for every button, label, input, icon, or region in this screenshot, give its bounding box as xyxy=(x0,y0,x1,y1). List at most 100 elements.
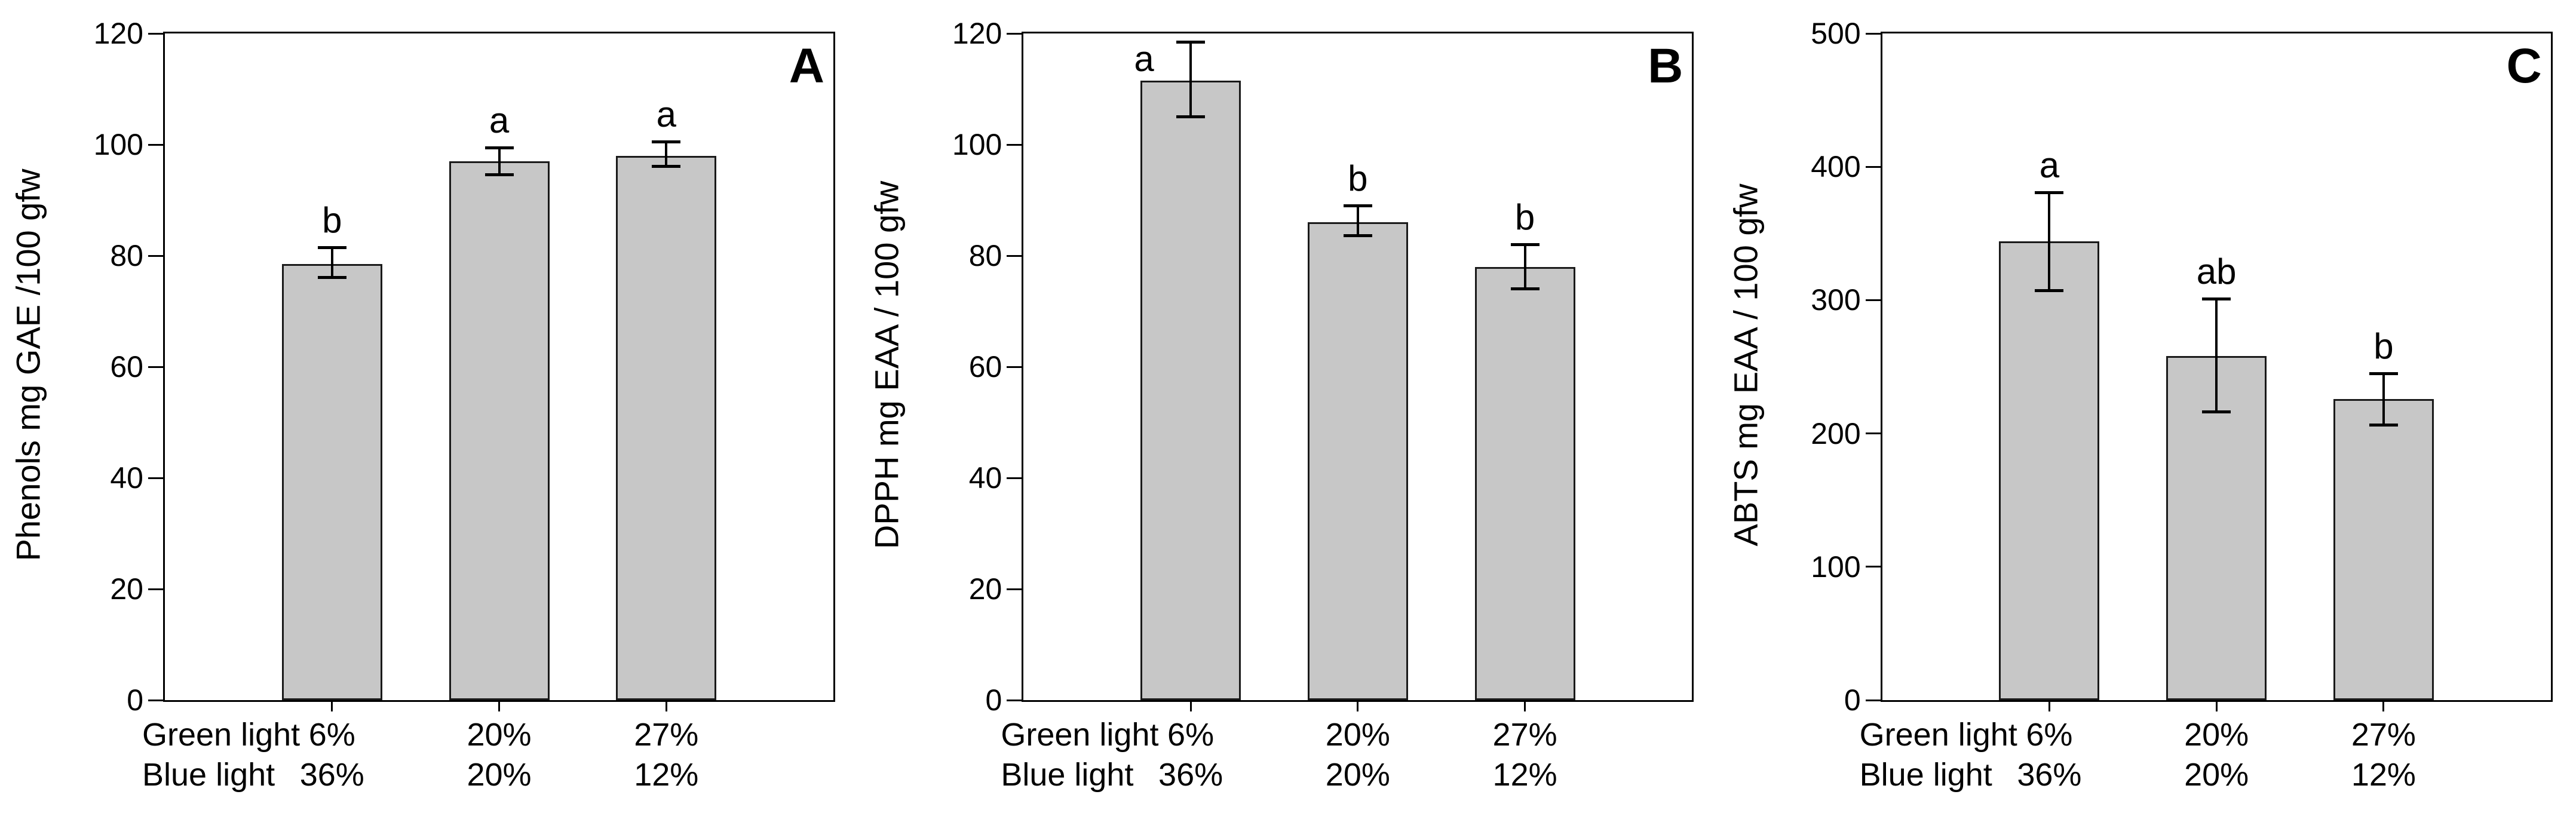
x-axis-tick xyxy=(1189,702,1192,711)
significance-letter: b xyxy=(2373,326,2394,367)
x-axis-category-value: 27% xyxy=(1492,717,1557,753)
panel-C: ABTS mg EAA / 100 gfw 0 100 200 300 400 500 a ab… xyxy=(1718,0,2576,816)
x-axis-category-value: 6% xyxy=(308,717,355,753)
error-bar-bottom-cap xyxy=(652,165,681,168)
significance-letter: a xyxy=(656,94,676,135)
error-bar-bottom-cap xyxy=(1510,287,1540,290)
x-axis-row-label: Blue light xyxy=(1001,757,1134,793)
y-axis-tick-label: 120 xyxy=(952,17,1002,50)
error-bar-top-cap xyxy=(1176,40,1206,44)
error-bar-stem xyxy=(1189,41,1192,117)
y-axis-tick-label: 80 xyxy=(968,239,1002,272)
bar xyxy=(1307,222,1408,700)
panel-B: DPPH mg EAA / 100 gfw 0 20 40 60 80 100 120 a b b G… xyxy=(858,0,1717,816)
y-axis-tick xyxy=(148,32,163,35)
y-axis-tick-label: 60 xyxy=(110,350,143,384)
x-axis-row-label: Blue light xyxy=(142,757,275,793)
significance-letter: b xyxy=(322,200,342,241)
x-axis-row-label: Blue light xyxy=(1859,757,1992,793)
error-bar-top-cap xyxy=(2202,297,2231,301)
y-axis-tick xyxy=(1865,32,1881,35)
y-axis-tick-label: 100 xyxy=(952,128,1002,161)
x-axis-tick xyxy=(665,702,667,711)
y-axis-tick xyxy=(148,477,163,479)
y-axis-label: ABTS mg EAA / 100 gfw xyxy=(1726,183,1765,547)
y-axis-tick-label: 0 xyxy=(127,683,143,717)
error-bar-bottom-cap xyxy=(1176,115,1206,118)
y-axis-tick-label: 100 xyxy=(1811,550,1861,584)
y-axis-tick-label: 300 xyxy=(1811,283,1861,317)
panel-A: Phenols mg GAE /100 gfw 0 20 40 60 80 100 120 b a… xyxy=(0,0,858,816)
y-axis-tick-label: 40 xyxy=(968,461,1002,495)
y-axis-tick-label: 0 xyxy=(985,683,1002,717)
error-bar-top-cap xyxy=(652,140,681,144)
y-axis-tick-label: 120 xyxy=(93,17,143,50)
x-axis-category-value: 20% xyxy=(467,717,532,753)
x-axis-category-value: 36% xyxy=(299,757,364,793)
error-bar-stem xyxy=(1356,205,1359,237)
error-bar-stem xyxy=(1523,244,1526,289)
x-axis-row-label: Green light xyxy=(1859,717,2017,753)
panel-letter: C xyxy=(2506,39,2542,93)
bar xyxy=(1474,266,1575,700)
y-axis-tick xyxy=(1865,699,1881,701)
y-axis-tick xyxy=(148,699,163,701)
error-bar-top-cap xyxy=(317,246,346,250)
error-bar-bottom-cap xyxy=(2202,410,2231,413)
x-axis-category-value: 20% xyxy=(467,757,532,793)
y-axis-tick xyxy=(148,143,163,146)
y-axis-tick-label: 0 xyxy=(1844,683,1861,717)
x-axis-category-value: 6% xyxy=(2026,717,2073,753)
y-axis-tick xyxy=(1865,165,1881,168)
x-axis-tick xyxy=(1524,702,1526,711)
error-bar-stem xyxy=(665,142,668,167)
x-axis-category-value: 36% xyxy=(1158,757,1223,793)
x-axis-tick xyxy=(2215,702,2218,711)
y-axis-tick-label: 80 xyxy=(110,239,143,272)
x-axis-tick xyxy=(2382,702,2385,711)
y-axis-tick-label: 200 xyxy=(1811,416,1861,450)
error-bar-stem xyxy=(2382,373,2385,426)
y-axis-tick-label: 60 xyxy=(968,350,1002,384)
x-axis-category-value: 12% xyxy=(1492,757,1557,793)
y-axis-tick xyxy=(1007,699,1022,701)
y-axis-tick xyxy=(148,588,163,590)
y-axis-tick xyxy=(1865,566,1881,568)
x-axis-category-value: 20% xyxy=(1325,757,1390,793)
x-axis-tick xyxy=(498,702,500,711)
error-bar-bottom-cap xyxy=(317,276,346,280)
panel-letter: A xyxy=(789,39,824,93)
y-axis-tick xyxy=(148,366,163,368)
error-bar-stem xyxy=(498,147,501,176)
bar xyxy=(616,155,717,700)
x-axis-tick xyxy=(1357,702,1359,711)
bar xyxy=(1999,241,2100,700)
error-bar-bottom-cap xyxy=(1343,234,1372,238)
bar xyxy=(2333,398,2434,700)
bar xyxy=(1140,81,1241,700)
x-axis-row-label: Green light xyxy=(142,717,300,753)
x-axis-row-label: Green light xyxy=(1001,717,1159,753)
error-bar-stem xyxy=(2048,192,2051,291)
y-axis-tick-label: 500 xyxy=(1811,17,1861,50)
y-axis-tick xyxy=(1865,432,1881,435)
error-bar-top-cap xyxy=(1343,204,1372,208)
x-axis-tick xyxy=(331,702,333,711)
x-axis-category-value: 36% xyxy=(2017,757,2082,793)
bar xyxy=(2166,356,2267,700)
x-axis-category-value: 27% xyxy=(634,717,699,753)
significance-letter: a xyxy=(489,100,510,140)
significance-letter: ab xyxy=(2196,251,2237,292)
y-axis-tick xyxy=(1865,299,1881,301)
y-axis-tick-label: 100 xyxy=(93,128,143,161)
x-axis-category-value: 20% xyxy=(2184,757,2249,793)
significance-letter: a xyxy=(1134,38,1154,79)
bar xyxy=(449,161,550,700)
significance-letter: b xyxy=(1514,197,1535,238)
error-bar-top-cap xyxy=(484,146,514,149)
y-axis-tick xyxy=(1007,254,1022,257)
bar xyxy=(281,263,382,700)
significance-letter: b xyxy=(1348,158,1368,199)
error-bar-stem xyxy=(330,247,333,278)
error-bar-top-cap xyxy=(2035,191,2064,194)
